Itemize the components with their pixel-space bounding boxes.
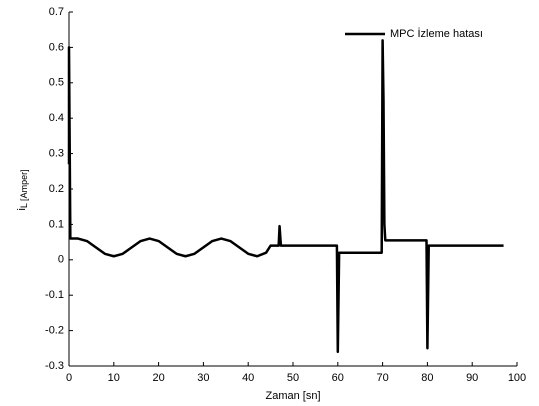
y-axis-label-main: i bbox=[16, 208, 28, 210]
x-tick-label: 10 bbox=[108, 372, 120, 384]
y-tick-label: 0.3 bbox=[49, 148, 64, 160]
y-tick-label: 0.1 bbox=[49, 218, 64, 230]
y-axis-label: iL [Amper] bbox=[16, 169, 29, 210]
x-tick-label: 90 bbox=[466, 372, 478, 384]
y-tick-label: 0.2 bbox=[49, 183, 64, 195]
y-tick-label: 0.7 bbox=[49, 6, 64, 18]
y-axis-label-subscript: L [Amper] bbox=[19, 169, 29, 208]
x-tick-label: 20 bbox=[152, 372, 164, 384]
x-tick-label: 0 bbox=[66, 372, 72, 384]
y-tick-label: 0 bbox=[58, 254, 64, 266]
x-tick-label: 50 bbox=[287, 372, 299, 384]
y-tick-label: 0.4 bbox=[49, 112, 64, 124]
x-axis-label: Zaman [sn] bbox=[265, 390, 320, 402]
y-tick-label: -0.1 bbox=[45, 289, 64, 301]
y-tick-label: -0.3 bbox=[45, 360, 64, 372]
y-tick-label: 0.6 bbox=[49, 41, 64, 53]
x-tick-label: 100 bbox=[508, 372, 526, 384]
x-tick-label: 70 bbox=[376, 372, 388, 384]
x-tick-label: 60 bbox=[332, 372, 344, 384]
x-tick-label: 80 bbox=[421, 372, 433, 384]
x-tick-label: 40 bbox=[242, 372, 254, 384]
data-line bbox=[67, 39, 504, 354]
legend-label: MPC İzleme hatası bbox=[390, 27, 483, 40]
x-tick-label: 30 bbox=[197, 372, 209, 384]
y-tick-label: -0.2 bbox=[45, 325, 64, 337]
y-tick-label: 0.5 bbox=[49, 77, 64, 89]
